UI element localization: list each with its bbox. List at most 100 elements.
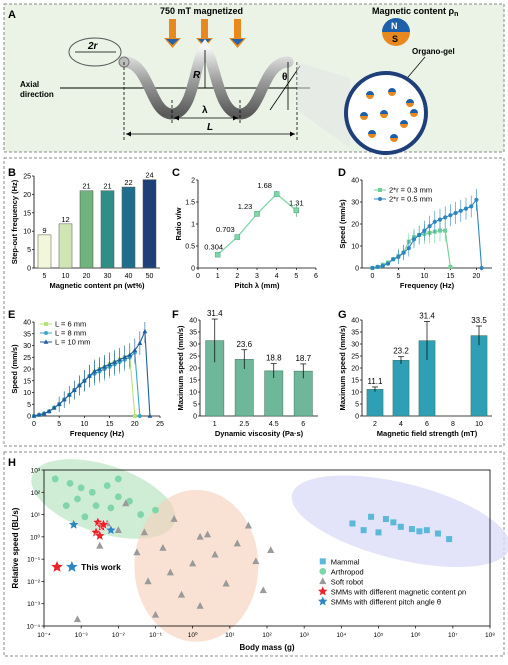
data-point [437,217,443,222]
y-tick-label: 1 [191,222,195,229]
data-label: 31.4 [419,311,435,320]
data-point [422,228,427,233]
data-point [96,541,104,549]
bar [366,389,384,417]
magnetization-arrow [164,19,181,48]
chart-f: F Dynamic viscosity (Pa·s) Maximum speed (… [172,309,318,438]
particle-north [406,99,414,103]
chart-g: G Magnetic field strength (mT) Maximum spe… [338,309,492,438]
y-tick-label: 0 [355,266,359,273]
data-point [211,550,219,558]
data-point [443,228,448,233]
particle-south [368,134,376,138]
y-tick-label: 10⁻³ [27,601,41,608]
x-tick-label: 6 [314,273,318,280]
data-label: 1.23 [238,202,253,211]
y-tick-label: 35 [351,330,359,337]
x-tick-label: 10¹ [225,632,235,639]
data-label: 12 [61,215,69,224]
x-tick-label: 10⁵ [374,632,384,639]
particle-south [406,103,414,107]
data-point [142,328,148,334]
data-point [68,518,80,530]
data-point [81,513,89,521]
data-point [453,210,458,216]
data-label: 1.31 [289,198,304,207]
bar [100,190,115,269]
x-axis-label: Magnetic field strength (mT) [377,429,478,438]
x-axis-label: Frequency (Hz) [400,281,455,290]
data-point [443,215,448,220]
y-tick-label: 15 [23,378,31,385]
particle-south [380,114,388,118]
data-point [349,520,356,527]
x-tick-label: 10⁰ [188,631,198,639]
x-tick-label: 40 [125,273,133,280]
data-point [244,521,253,529]
data-point [370,265,375,271]
panel-a: A 750 mT magnetized 2r Axial direction [3,3,505,155]
panel-letter: G [338,309,347,321]
y-axis-label: Speed (mm/s) [10,344,19,394]
y-tick-label: 20 [351,366,359,373]
data-point [360,527,367,534]
data-point [132,347,138,352]
x-tick-label: 5 [396,273,400,280]
data-point [62,502,70,510]
legend-entry: 2*r = 0.5 mm [389,195,432,204]
particle-south [400,124,408,128]
series-line [372,198,483,269]
x-tick-label: 10⁴ [336,632,346,639]
y-tick-label: 30 [189,342,197,349]
data-point [432,219,437,224]
y-tick-label: 5 [27,247,31,254]
this-work-blue-star [65,559,79,573]
x-tick-label: 50 [146,273,154,280]
data-point [397,523,404,530]
y-axis-label: Maximum speed (mm/s) [176,325,185,411]
y-tick-label: 10 [23,390,31,397]
y-tick-label: 0 [27,266,31,273]
data-point [446,536,453,543]
legend-entry: SMMs with different pitch angle θ [331,597,441,606]
data-label: 1.68 [257,181,272,190]
data-point [469,204,474,209]
data-label: 31.4 [207,309,223,318]
data-point [385,261,391,266]
data-point [463,206,469,211]
data-point [94,529,106,541]
data-point [189,559,197,567]
y-tick-label: 10 [23,229,31,236]
data-point [105,524,117,536]
particle-north [410,109,418,113]
y-tick-label: 10⁰ [30,533,40,541]
x-tick-label: 15 [106,421,114,428]
x-tick-label: 2.5 [239,421,249,428]
legend-entry: Soft robot [331,577,364,586]
data-point [31,413,37,418]
panel-a-background [3,3,505,153]
x-tick-label: 10⁻¹ [149,632,163,639]
x-tick-label: 0 [32,421,36,428]
y-axis-label: Relative speed (BL/s) [11,507,20,588]
x-tick-label: 10⁸ [485,632,495,639]
data-point [66,392,72,397]
legend-entry: 2*r = 0.3 mm [389,186,432,195]
y-tick-label: 25 [23,355,31,362]
data-point [234,234,241,240]
data-point [82,378,87,383]
y-tick-label: 35 [23,331,31,338]
x-tick-label: 1 [213,421,217,428]
magnetic-content-label: Magnetic content ρn [372,6,458,18]
data-label: 0.703 [216,225,235,234]
y-tick-label: 1.5 [185,200,195,207]
y-tick-label: 5 [27,402,31,409]
data-point [434,530,441,537]
data-point [97,518,110,530]
particle-south [390,138,398,142]
data-point [137,413,142,419]
x-tick-label: 4 [275,273,279,280]
series-line [372,230,451,269]
legend-marker [319,558,326,565]
